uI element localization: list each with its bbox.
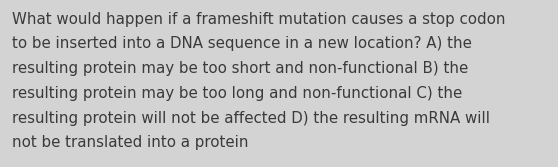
Text: resulting protein will not be affected D) the resulting mRNA will: resulting protein will not be affected D… — [12, 111, 490, 126]
Text: to be inserted into a DNA sequence in a new location? A) the: to be inserted into a DNA sequence in a … — [12, 36, 472, 51]
Text: not be translated into a protein: not be translated into a protein — [12, 135, 249, 150]
Text: resulting protein may be too short and non-functional B) the: resulting protein may be too short and n… — [12, 61, 469, 76]
Text: resulting protein may be too long and non-functional C) the: resulting protein may be too long and no… — [12, 86, 463, 101]
Text: What would happen if a frameshift mutation causes a stop codon: What would happen if a frameshift mutati… — [12, 12, 506, 27]
